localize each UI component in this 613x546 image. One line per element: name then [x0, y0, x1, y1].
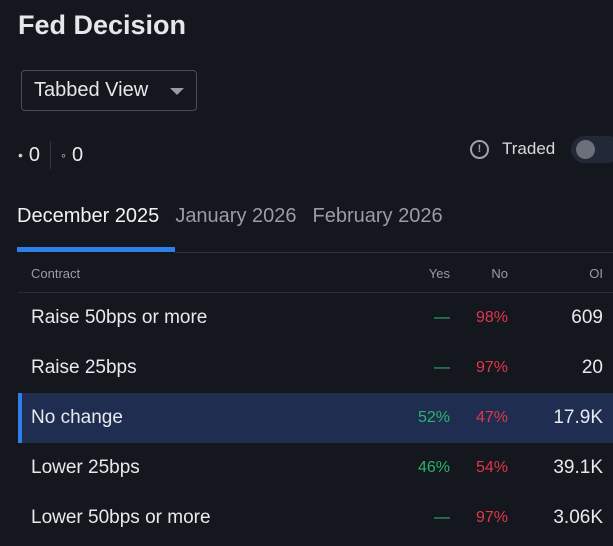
toggle-knob — [576, 140, 595, 159]
order-counts: • 0 ◦ 0 — [18, 141, 83, 169]
contract-name: Raise 25bps — [31, 357, 137, 378]
header-contract: Contract — [31, 265, 81, 281]
info-icon[interactable]: ! — [470, 139, 489, 159]
table-row[interactable]: Lower 50bps or more — 97% 3.06K — [18, 493, 613, 543]
no-price[interactable]: 98% — [475, 309, 508, 326]
view-select[interactable]: Tabbed View — [21, 70, 197, 111]
open-interest: 609 — [571, 307, 603, 328]
table-row[interactable]: Raise 25bps — 97% 20 — [18, 343, 613, 393]
yes-price[interactable]: 52% — [417, 409, 450, 426]
open-interest: 20 — [581, 357, 603, 378]
chevron-down-icon — [170, 88, 184, 95]
active-tab-indicator — [17, 247, 175, 252]
view-select-value: Tabbed View — [34, 79, 149, 101]
tab-february-2026[interactable]: February 2026 — [312, 205, 443, 227]
divider — [50, 141, 52, 169]
contracts-table: Contract Yes No OI Raise 50bps or more — 9… — [18, 254, 613, 543]
filled-dot-icon: • — [18, 147, 23, 163]
month-tabs: December 2025 January 2026 February 2026 — [17, 205, 459, 228]
traded-label: Traded — [502, 139, 556, 158]
table-header: Contract Yes No OI — [18, 254, 613, 293]
open-interest: 3.06K — [553, 507, 603, 528]
contract-name: No change — [31, 407, 123, 428]
no-price[interactable]: 97% — [475, 359, 508, 376]
table-row[interactable]: Raise 50bps or more — 98% 609 — [18, 293, 613, 343]
no-price[interactable]: 54% — [475, 459, 508, 476]
no-price[interactable]: 97% — [475, 509, 508, 526]
contract-name: Lower 50bps or more — [31, 507, 211, 528]
yes-price[interactable]: — — [434, 359, 450, 376]
traded-toggle[interactable] — [571, 136, 613, 163]
header-yes: Yes — [428, 265, 450, 281]
open-interest: 39.1K — [553, 457, 603, 478]
contract-name: Raise 50bps or more — [31, 307, 208, 328]
tab-december-2025[interactable]: December 2025 — [17, 205, 160, 227]
open-count: 0 — [72, 143, 84, 166]
no-price[interactable]: 47% — [475, 409, 508, 426]
traded-filter: ! Traded — [470, 139, 555, 159]
filled-count: 0 — [28, 143, 41, 166]
yes-price[interactable]: — — [434, 509, 450, 526]
yes-price[interactable]: 46% — [417, 459, 450, 476]
table-row[interactable]: No change 52% 47% 17.9K — [18, 393, 613, 443]
yes-price[interactable]: — — [434, 309, 450, 326]
header-no: No — [491, 265, 508, 281]
header-oi: OI — [589, 265, 603, 281]
tab-divider — [175, 252, 613, 253]
table-row[interactable]: Lower 25bps 46% 54% 39.1K — [18, 443, 613, 493]
open-interest: 17.9K — [553, 407, 603, 428]
open-dot-icon: ◦ — [61, 147, 66, 163]
contract-name: Lower 25bps — [31, 457, 140, 478]
tab-january-2026[interactable]: January 2026 — [175, 205, 297, 227]
page-title: Fed Decision — [18, 10, 187, 40]
